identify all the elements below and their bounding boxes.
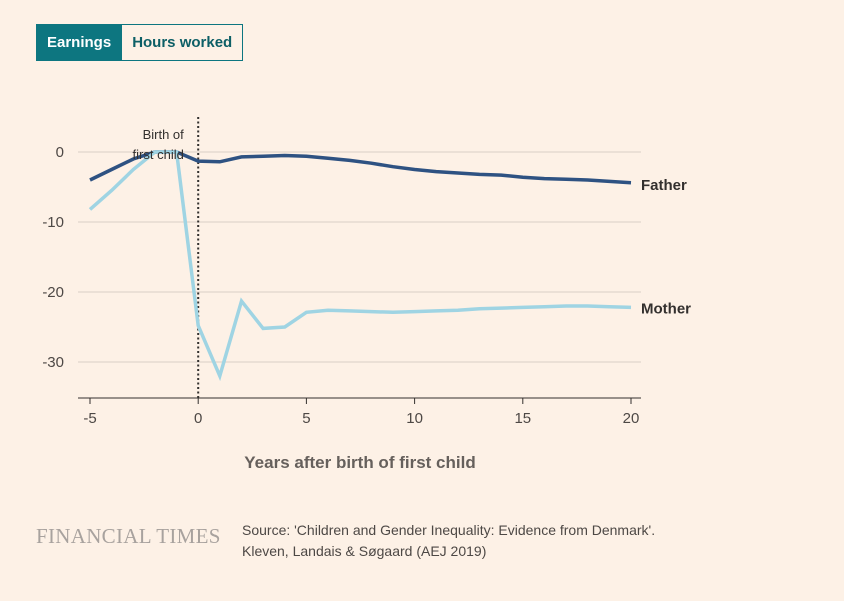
series-line-father <box>89 150 632 185</box>
x-tick-label: 5 <box>302 410 310 427</box>
x-tick-label: 0 <box>194 410 202 427</box>
series-line-mother <box>88 150 632 382</box>
metric-tabs: Earnings Hours worked <box>36 24 244 61</box>
y-axis-ticks: 0 -10 -20 -30 <box>42 144 64 371</box>
x-tick-label: 15 <box>514 410 531 427</box>
y-tick-label: 0 <box>56 144 64 161</box>
y-tick-label: -30 <box>42 354 64 371</box>
tab-hours-worked[interactable]: Hours worked <box>122 24 244 61</box>
x-tick-label: -5 <box>83 410 96 427</box>
x-axis-ticks: -5 0 5 10 15 20 <box>83 398 639 427</box>
x-axis-title: Years after birth of first child <box>244 453 475 472</box>
y-tick-label: -10 <box>42 214 64 231</box>
source-note: Source: 'Children and Gender Inequality:… <box>242 520 655 562</box>
y-tick-label: -20 <box>42 284 64 301</box>
x-tick-label: 10 <box>406 410 423 427</box>
ft-logo: FINANCIAL TIMES <box>36 524 221 548</box>
birth-annotation-line2: first child <box>133 147 184 162</box>
gridlines <box>78 151 641 363</box>
series-label-father: Father <box>641 177 687 194</box>
source-line-1: Source: 'Children and Gender Inequality:… <box>242 522 656 538</box>
tab-earnings[interactable]: Earnings <box>36 24 123 61</box>
source-line-2: Kleven, Landais & Søgaard (AEJ 2019) <box>242 543 487 559</box>
birth-annotation-line1: Birth of <box>143 127 185 142</box>
series-lines <box>88 150 632 382</box>
series-label-mother: Mother <box>641 300 691 317</box>
x-tick-label: 20 <box>623 410 640 427</box>
